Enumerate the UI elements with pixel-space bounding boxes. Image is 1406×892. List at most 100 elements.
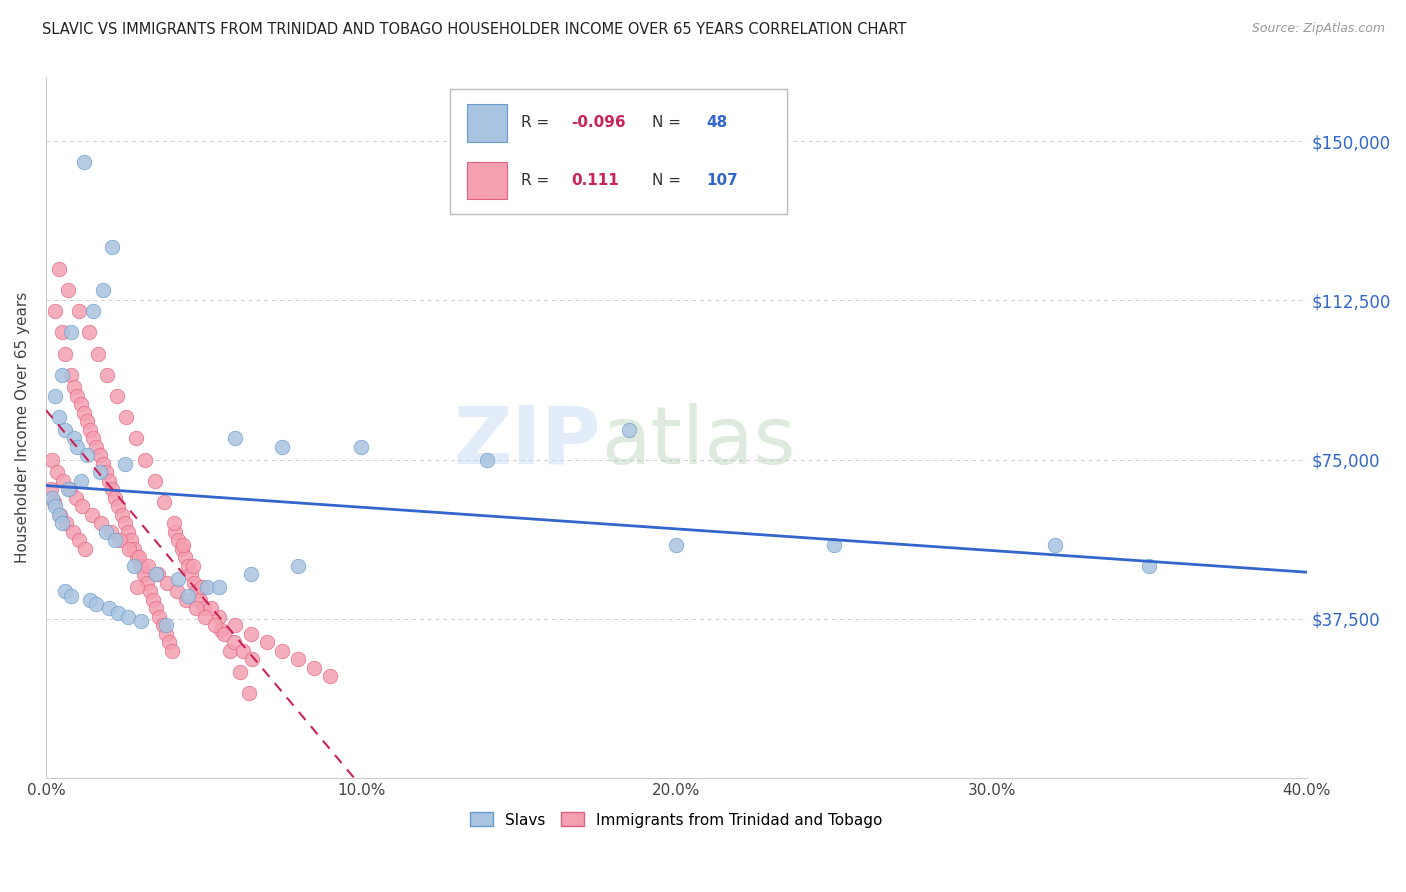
Point: [224, 618, 246, 632]
Point: [55, 516, 77, 531]
Point: [302, 661, 325, 675]
Point: [41, 491, 63, 505]
Point: [46, 466, 69, 480]
Point: [242, 652, 264, 666]
Point: [91, 457, 114, 471]
Point: [114, 516, 136, 531]
Point: [117, 524, 139, 539]
Point: [129, 558, 152, 573]
Point: [63, 380, 86, 394]
Point: [134, 452, 156, 467]
Text: R =: R =: [520, 115, 554, 130]
Point: [63, 432, 86, 446]
Point: [145, 601, 167, 615]
Point: [111, 508, 134, 522]
Point: [49, 508, 72, 522]
Legend: Slavs, Immigrants from Trinidad and Tobago: Slavs, Immigrants from Trinidad and Toba…: [464, 806, 889, 834]
Point: [80, 508, 103, 522]
Point: [42, 495, 65, 509]
Point: [238, 686, 260, 700]
Point: [183, 575, 205, 590]
Point: [117, 610, 139, 624]
Point: [665, 538, 688, 552]
Point: [135, 575, 157, 590]
Point: [98, 601, 121, 615]
Point: [477, 452, 499, 467]
Point: [104, 491, 127, 505]
Point: [56, 483, 79, 497]
Point: [115, 410, 138, 425]
Point: [122, 558, 145, 573]
Point: [62, 524, 84, 539]
Point: [69, 474, 91, 488]
Text: 107: 107: [706, 173, 738, 188]
Point: [152, 618, 174, 632]
Text: 48: 48: [706, 115, 728, 130]
Text: R =: R =: [520, 173, 554, 188]
Point: [94, 524, 117, 539]
Point: [48, 508, 70, 522]
Point: [48, 410, 70, 425]
Point: [155, 627, 177, 641]
Point: [90, 516, 112, 531]
Point: [53, 423, 76, 437]
Point: [98, 474, 121, 488]
Point: [53, 584, 76, 599]
Point: [125, 432, 148, 446]
Point: [148, 610, 170, 624]
Point: [60, 368, 83, 382]
Point: [44, 500, 66, 514]
Point: [153, 495, 176, 509]
Point: [48, 261, 70, 276]
Point: [51, 516, 73, 531]
Point: [162, 516, 184, 531]
Point: [56, 283, 79, 297]
Text: N =: N =: [652, 173, 686, 188]
Point: [1137, 558, 1160, 573]
Point: [167, 533, 190, 548]
Point: [194, 610, 217, 624]
Point: [166, 584, 188, 599]
Point: [127, 550, 149, 565]
Point: [287, 652, 309, 666]
Point: [191, 580, 214, 594]
Text: SLAVIC VS IMMIGRANTS FROM TRINIDAD AND TOBAGO HOUSEHOLDER INCOME OVER 65 YEARS C: SLAVIC VS IMMIGRANTS FROM TRINIDAD AND T…: [42, 22, 907, 37]
Point: [104, 533, 127, 548]
Point: [184, 601, 207, 615]
Point: [75, 541, 97, 556]
Point: [107, 500, 129, 514]
Point: [87, 346, 110, 360]
Point: [107, 606, 129, 620]
Point: [114, 457, 136, 471]
Point: [108, 533, 131, 548]
Point: [39, 483, 62, 497]
Point: [122, 541, 145, 556]
Point: [51, 326, 73, 340]
Point: [209, 623, 232, 637]
Point: [52, 474, 75, 488]
Point: [44, 304, 66, 318]
Point: [165, 524, 187, 539]
Point: [160, 644, 183, 658]
Point: [51, 368, 73, 382]
FancyBboxPatch shape: [450, 89, 787, 214]
Point: [132, 567, 155, 582]
Point: [190, 592, 212, 607]
Point: [204, 618, 226, 632]
Point: [155, 618, 177, 632]
Point: [129, 614, 152, 628]
Point: [145, 567, 167, 582]
Point: [60, 589, 83, 603]
Point: [200, 601, 222, 615]
Point: [94, 466, 117, 480]
Point: [118, 541, 141, 556]
Point: [70, 500, 93, 514]
Point: [120, 533, 142, 548]
Point: [76, 414, 98, 428]
Point: [100, 524, 122, 539]
Point: [139, 584, 162, 599]
Point: [101, 240, 124, 254]
Point: [86, 597, 108, 611]
Point: [142, 592, 165, 607]
Point: [66, 389, 89, 403]
